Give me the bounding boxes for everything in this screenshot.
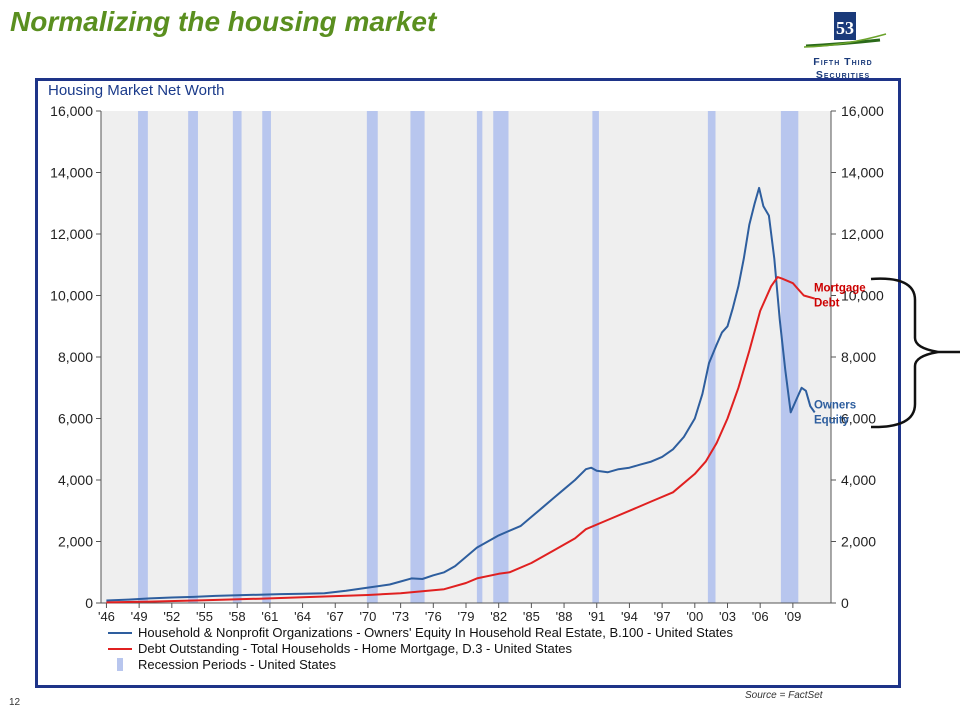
chart-title: Housing Market Net Worth — [48, 82, 224, 99]
y-tick-label-right: 10,000 — [841, 288, 884, 304]
legend-swatch-bar — [117, 658, 123, 671]
x-tick-label: '64 — [294, 609, 311, 624]
x-tick-label: '91 — [588, 609, 605, 624]
y-tick-label-right: 2,000 — [841, 534, 876, 550]
y-tick-label-left: 14,000 — [50, 165, 93, 181]
x-tick-label: '46 — [98, 609, 115, 624]
brand-line-1: Fifth Third — [813, 56, 873, 68]
y-tick-label-right: 6,000 — [841, 411, 876, 427]
mortgage-debt-label-line: Debt — [814, 298, 840, 310]
recession-band — [366, 111, 378, 603]
fifth-third-logo: 53 — [803, 12, 887, 48]
recession-band — [476, 111, 483, 603]
y-tick-label-left: 6,000 — [58, 411, 93, 427]
x-tick-label: '58 — [229, 609, 246, 624]
x-tick-label: '00 — [686, 609, 703, 624]
x-tick-label: '82 — [490, 609, 507, 624]
x-tick-label: '61 — [261, 609, 278, 624]
recession-band — [232, 111, 242, 603]
y-tick-label-left: 0 — [85, 595, 93, 611]
x-tick-label: '06 — [752, 609, 769, 624]
x-tick-label: '55 — [196, 609, 213, 624]
y-tick-label-right: 16,000 — [841, 103, 884, 119]
x-tick-label: '94 — [621, 609, 638, 624]
recession-band — [410, 111, 425, 603]
slide-title: Normalizing the housing market — [10, 6, 437, 37]
y-tick-label-left: 4,000 — [58, 472, 93, 488]
page-number: 12 — [9, 697, 21, 708]
x-tick-label: '73 — [392, 609, 409, 624]
y-tick-label-right: 12,000 — [841, 226, 884, 242]
x-tick-label: '70 — [359, 609, 376, 624]
x-tick-label: '03 — [719, 609, 736, 624]
recession-band — [493, 111, 509, 603]
x-tick-label: '09 — [784, 609, 801, 624]
x-tick-label: '79 — [458, 609, 475, 624]
y-tick-label-left: 10,000 — [50, 288, 93, 304]
mortgage-debt-label-line: Mortgage — [814, 283, 866, 295]
owners-equity-line — [106, 186, 816, 602]
recession-band — [780, 111, 799, 603]
legend-label: Debt Outstanding - Total Households - Ho… — [138, 641, 573, 656]
x-tick-label: '85 — [523, 609, 540, 624]
x-tick-label: '49 — [131, 609, 148, 624]
y-tick-label-left: 8,000 — [58, 349, 93, 365]
owners-equity-label-line: Equity — [814, 414, 850, 426]
mortgage-debt-line — [106, 276, 815, 604]
y-tick-label-right: 14,000 — [841, 165, 884, 181]
plot-background — [101, 111, 831, 603]
recession-band — [592, 111, 599, 603]
legend-label: Household & Nonprofit Organizations - Ow… — [138, 625, 734, 640]
legend-label: Recession Periods - United States — [138, 657, 336, 672]
y-tick-label-left: 16,000 — [50, 103, 93, 119]
y-tick-label-right: 8,000 — [841, 349, 876, 365]
x-tick-label: '52 — [163, 609, 180, 624]
x-tick-label: '67 — [327, 609, 344, 624]
y-tick-label-right: 4,000 — [841, 472, 876, 488]
recession-band — [262, 111, 271, 603]
source-note: Source = FactSet — [745, 690, 823, 701]
x-tick-label: '97 — [654, 609, 671, 624]
y-tick-label-right: 0 — [841, 595, 849, 611]
owners-equity-label-line: Owners — [814, 399, 856, 411]
y-tick-label-left: 12,000 — [50, 226, 93, 242]
x-tick-label: '88 — [556, 609, 573, 624]
svg-text:53: 53 — [836, 18, 854, 38]
recession-band — [138, 111, 148, 603]
recession-band — [188, 111, 198, 603]
x-tick-label: '76 — [425, 609, 442, 624]
y-tick-label-left: 2,000 — [58, 534, 93, 550]
